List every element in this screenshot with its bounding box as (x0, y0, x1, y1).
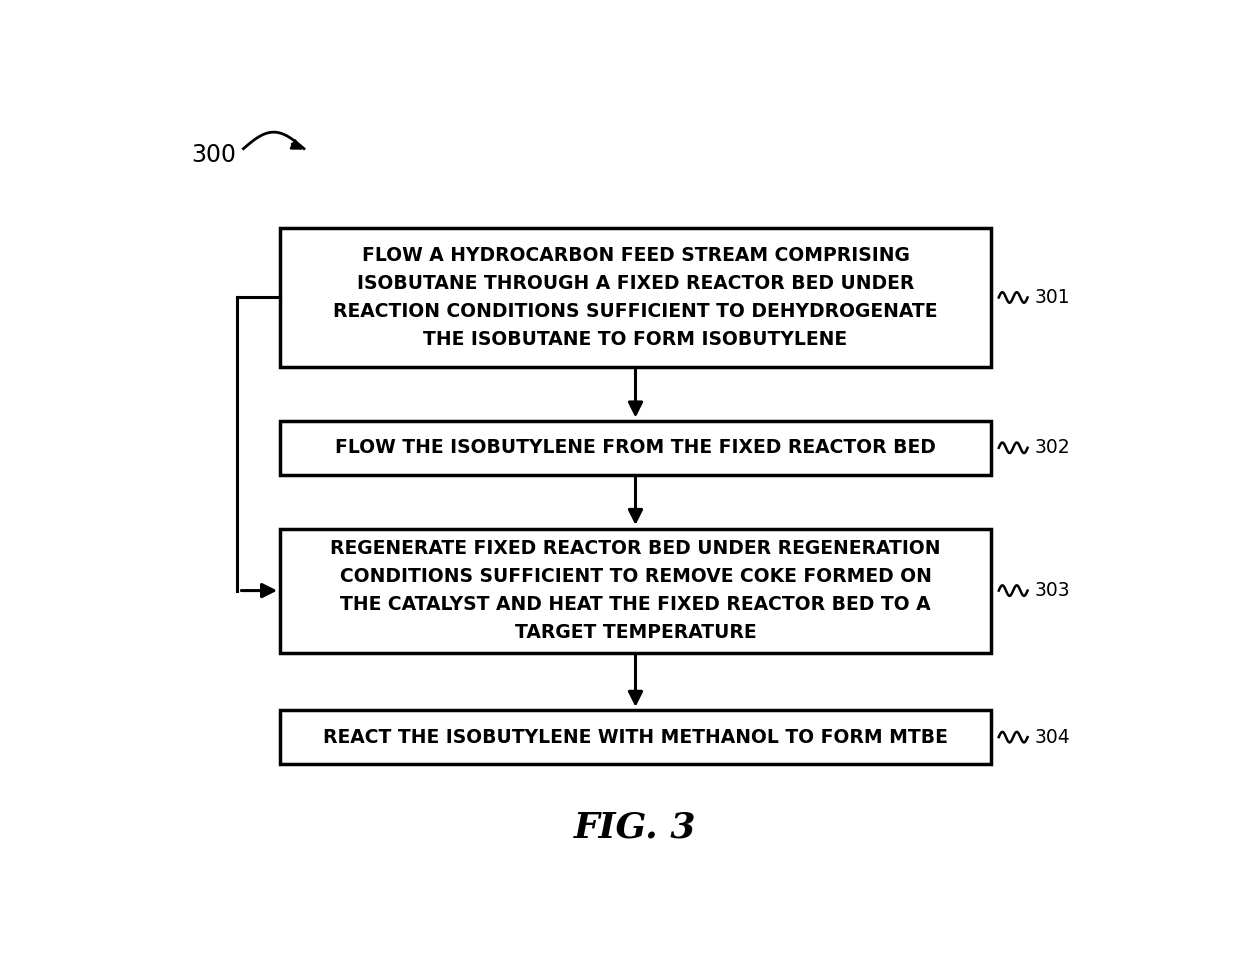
Text: FIG. 3: FIG. 3 (574, 810, 697, 844)
Text: REACT THE ISOBUTYLENE WITH METHANOL TO FORM MTBE: REACT THE ISOBUTYLENE WITH METHANOL TO F… (324, 728, 947, 747)
FancyBboxPatch shape (280, 529, 991, 653)
Text: REGENERATE FIXED REACTOR BED UNDER REGENERATION
CONDITIONS SUFFICIENT TO REMOVE : REGENERATE FIXED REACTOR BED UNDER REGEN… (330, 539, 941, 642)
Text: 303: 303 (1034, 581, 1070, 600)
Text: 300: 300 (191, 143, 237, 168)
Text: 304: 304 (1034, 728, 1070, 747)
Text: FLOW THE ISOBUTYLENE FROM THE FIXED REACTOR BED: FLOW THE ISOBUTYLENE FROM THE FIXED REAC… (335, 438, 936, 458)
Text: FLOW A HYDROCARBON FEED STREAM COMPRISING
ISOBUTANE THROUGH A FIXED REACTOR BED : FLOW A HYDROCARBON FEED STREAM COMPRISIN… (334, 246, 937, 349)
Text: 302: 302 (1034, 438, 1070, 458)
FancyBboxPatch shape (280, 711, 991, 764)
FancyBboxPatch shape (280, 228, 991, 367)
Text: 301: 301 (1034, 288, 1070, 307)
FancyBboxPatch shape (280, 421, 991, 475)
